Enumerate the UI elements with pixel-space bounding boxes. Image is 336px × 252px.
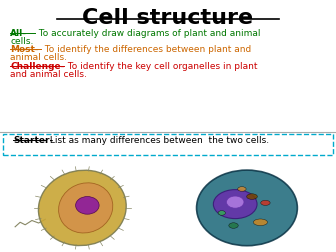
Ellipse shape [238, 187, 246, 191]
Ellipse shape [261, 200, 270, 205]
Ellipse shape [229, 223, 238, 228]
Text: Most-: Most- [10, 45, 39, 54]
Text: Cell structure: Cell structure [82, 8, 254, 27]
Ellipse shape [247, 194, 257, 199]
Text: Challenge-: Challenge- [10, 62, 65, 71]
Text: To identify the key cell organelles in plant: To identify the key cell organelles in p… [65, 62, 257, 71]
Ellipse shape [38, 170, 126, 245]
Ellipse shape [197, 170, 297, 246]
Text: To identify the differences between plant and: To identify the differences between plan… [42, 45, 252, 54]
Ellipse shape [226, 196, 244, 208]
Ellipse shape [253, 219, 267, 226]
Ellipse shape [218, 211, 225, 215]
Ellipse shape [76, 197, 99, 214]
Text: cells.: cells. [10, 37, 34, 46]
Text: animal cells.: animal cells. [10, 53, 67, 62]
Text: List as many differences between  the two cells.: List as many differences between the two… [47, 136, 269, 145]
Text: To accurately draw diagrams of plant and animal: To accurately draw diagrams of plant and… [36, 29, 261, 38]
Ellipse shape [213, 190, 257, 218]
Text: Starter-: Starter- [13, 136, 54, 145]
Text: and animal cells.: and animal cells. [10, 70, 87, 79]
Text: All-: All- [10, 29, 27, 38]
Ellipse shape [58, 183, 113, 233]
